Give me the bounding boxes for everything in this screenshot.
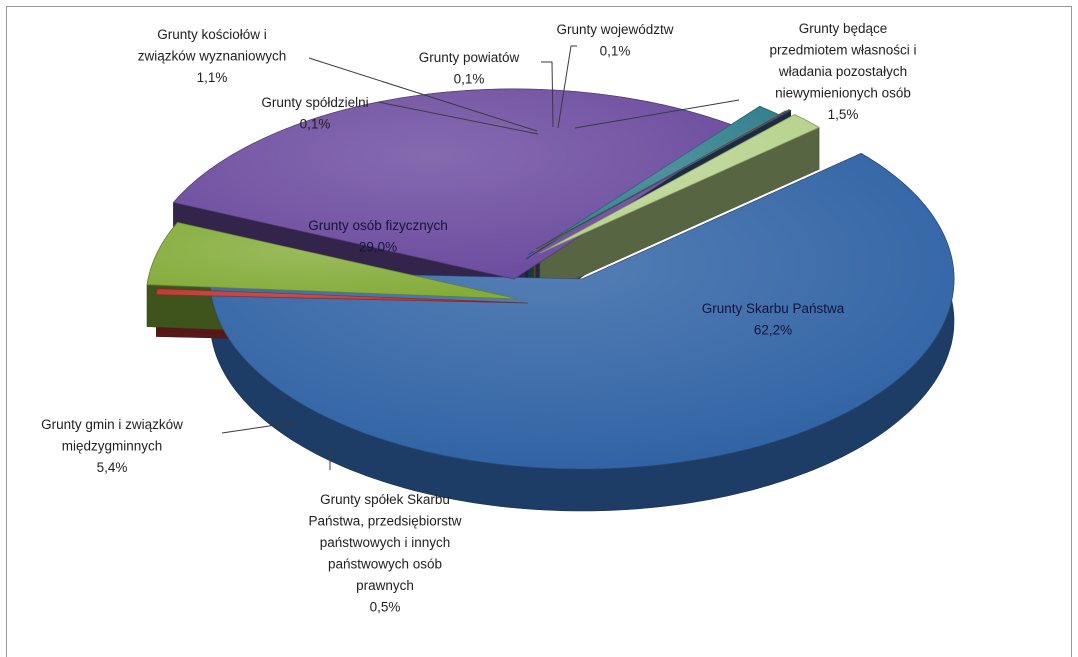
data-label-line: Grunty spółek Skarbu: [320, 492, 450, 507]
data-label-2: Grunty gmin i związków międzygminnych 5,4%: [41, 417, 183, 475]
data-label-line: Grunty spółdzielni: [261, 95, 368, 110]
data-label-line: 1,1%: [197, 70, 228, 85]
slice-highlight-0: [210, 153, 955, 470]
leader-line-4: [541, 61, 554, 128]
slice-highlight-5: [528, 106, 780, 255]
data-label-line: związków wyznaniowych: [138, 49, 287, 64]
data-label-0: Grunty Skarbu Państwa 62,2%: [702, 301, 845, 338]
leader-line-1: [221, 421, 297, 434]
chart-frame: [6, 6, 1072, 657]
slice-tops: [146, 88, 955, 470]
leader-line-6: [574, 99, 740, 129]
data-label-line: Grunty Skarbu Państwa: [702, 301, 845, 316]
data-label-line: państwowych i innych: [320, 535, 451, 550]
data-label-line: Grunty kościołów i: [157, 27, 267, 42]
data-label-5: Grunty kościołów i związków wyznaniowych 1…: [138, 27, 287, 85]
data-label-line: władania pozostałych: [778, 64, 907, 79]
data-label-line: Grunty gmin i związków: [41, 417, 183, 432]
data-label-line: 0,1%: [454, 72, 485, 87]
slice-highlight-8: [540, 114, 819, 253]
data-label-line: niewymienionych osób: [775, 86, 911, 101]
data-label-line: 29,0%: [359, 240, 397, 255]
slice-highlight-7: [536, 109, 791, 249]
data-label-line: 0,1%: [600, 44, 631, 59]
data-label-3: Grunty osób fizycznych 29,0%: [308, 218, 448, 255]
leader-line-5: [557, 45, 577, 129]
data-label-line: Państwa, przedsiębiorstw: [308, 514, 461, 529]
data-label-8: Grunty będące przedmiotem własności i wład…: [769, 21, 916, 122]
slice-highlight-2: [147, 222, 518, 299]
data-label-6: Grunty powiatów 0,1%: [419, 50, 520, 87]
data-label-line: państwowych osób: [328, 557, 442, 572]
slice-highlight-3: [173, 88, 744, 280]
data-label-line: 0,5%: [370, 600, 401, 615]
data-labels: Grunty Skarbu Państwa 62,2% Grunty spółek …: [41, 21, 916, 615]
leader-lines: [221, 45, 740, 470]
data-label-line: Grunty osób fizycznych: [308, 218, 448, 233]
data-label-line: 1,5%: [828, 107, 859, 122]
data-label-line: 0,1%: [300, 117, 331, 132]
leader-line-2: [377, 101, 539, 135]
data-label-line: Grunty będące: [799, 21, 888, 36]
leader-line-3: [308, 57, 538, 132]
data-label-line: 62,2%: [754, 323, 792, 338]
data-label-line: prawnych: [356, 578, 414, 593]
data-label-1: Grunty spółek Skarbu Państwa, przedsiębio…: [308, 492, 461, 615]
data-label-line: przedmiotem własności i: [769, 43, 916, 58]
data-label-line: Grunty województw: [556, 22, 673, 37]
data-label-7: Grunty województw 0,1%: [556, 22, 673, 59]
data-label-line: 5,4%: [97, 460, 128, 475]
slice-highlight-1: [156, 288, 528, 303]
data-label-4: Grunty spółdzielni 0,1%: [261, 95, 368, 132]
data-label-line: Grunty powiatów: [419, 50, 520, 65]
data-label-line: międzygminnych: [62, 439, 163, 454]
